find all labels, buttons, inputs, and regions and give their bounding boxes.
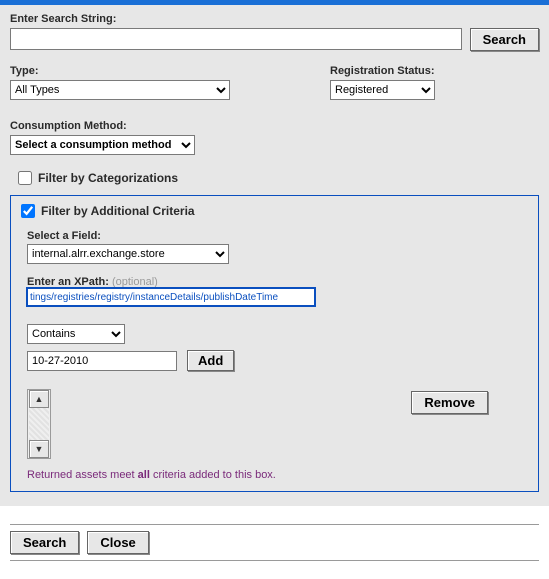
filter-categorizations-label: Filter by Categorizations [38, 171, 178, 185]
type-label: Type: [10, 65, 330, 77]
type-select[interactable]: All Types [10, 80, 230, 100]
scroll-down-icon[interactable]: ▼ [29, 440, 49, 458]
registration-status-label: Registration Status: [330, 65, 539, 77]
filter-additional-label: Filter by Additional Criteria [41, 204, 195, 218]
select-field-label: Select a Field: [27, 230, 528, 242]
consumption-method-select[interactable]: Select a consumption method [10, 135, 195, 155]
add-button[interactable]: Add [187, 350, 234, 371]
additional-criteria-box: Filter by Additional Criteria Select a F… [10, 195, 539, 492]
search-button-top[interactable]: Search [470, 28, 539, 51]
select-field-dropdown[interactable]: internal.alrr.exchange.store [27, 244, 229, 264]
filter-additional-checkbox[interactable] [21, 204, 35, 218]
xpath-optional-label: (optional) [112, 276, 158, 288]
scroll-up-icon[interactable]: ▲ [29, 390, 49, 408]
consumption-method-label: Consumption Method: [10, 120, 539, 132]
criteria-note: Returned assets meet all criteria added … [27, 469, 528, 481]
criteria-value-input[interactable] [27, 351, 177, 371]
criteria-listbox[interactable]: ▲ ▼ [27, 389, 51, 459]
divider [10, 560, 539, 561]
scroll-track[interactable] [29, 408, 49, 440]
xpath-label: Enter an XPath: [27, 276, 109, 288]
search-string-label: Enter Search String: [10, 13, 539, 25]
remove-button[interactable]: Remove [411, 391, 488, 414]
search-button-bottom[interactable]: Search [10, 531, 79, 554]
registration-status-select[interactable]: Registered [330, 80, 435, 100]
footer: Search Close [0, 506, 549, 579]
divider [10, 524, 539, 525]
filter-categorizations-checkbox[interactable] [18, 171, 32, 185]
operator-select[interactable]: Contains [27, 324, 125, 344]
xpath-input[interactable] [27, 288, 315, 306]
search-panel: Enter Search String: Search Type: All Ty… [0, 0, 549, 506]
search-string-input[interactable] [10, 28, 462, 50]
close-button[interactable]: Close [87, 531, 148, 554]
